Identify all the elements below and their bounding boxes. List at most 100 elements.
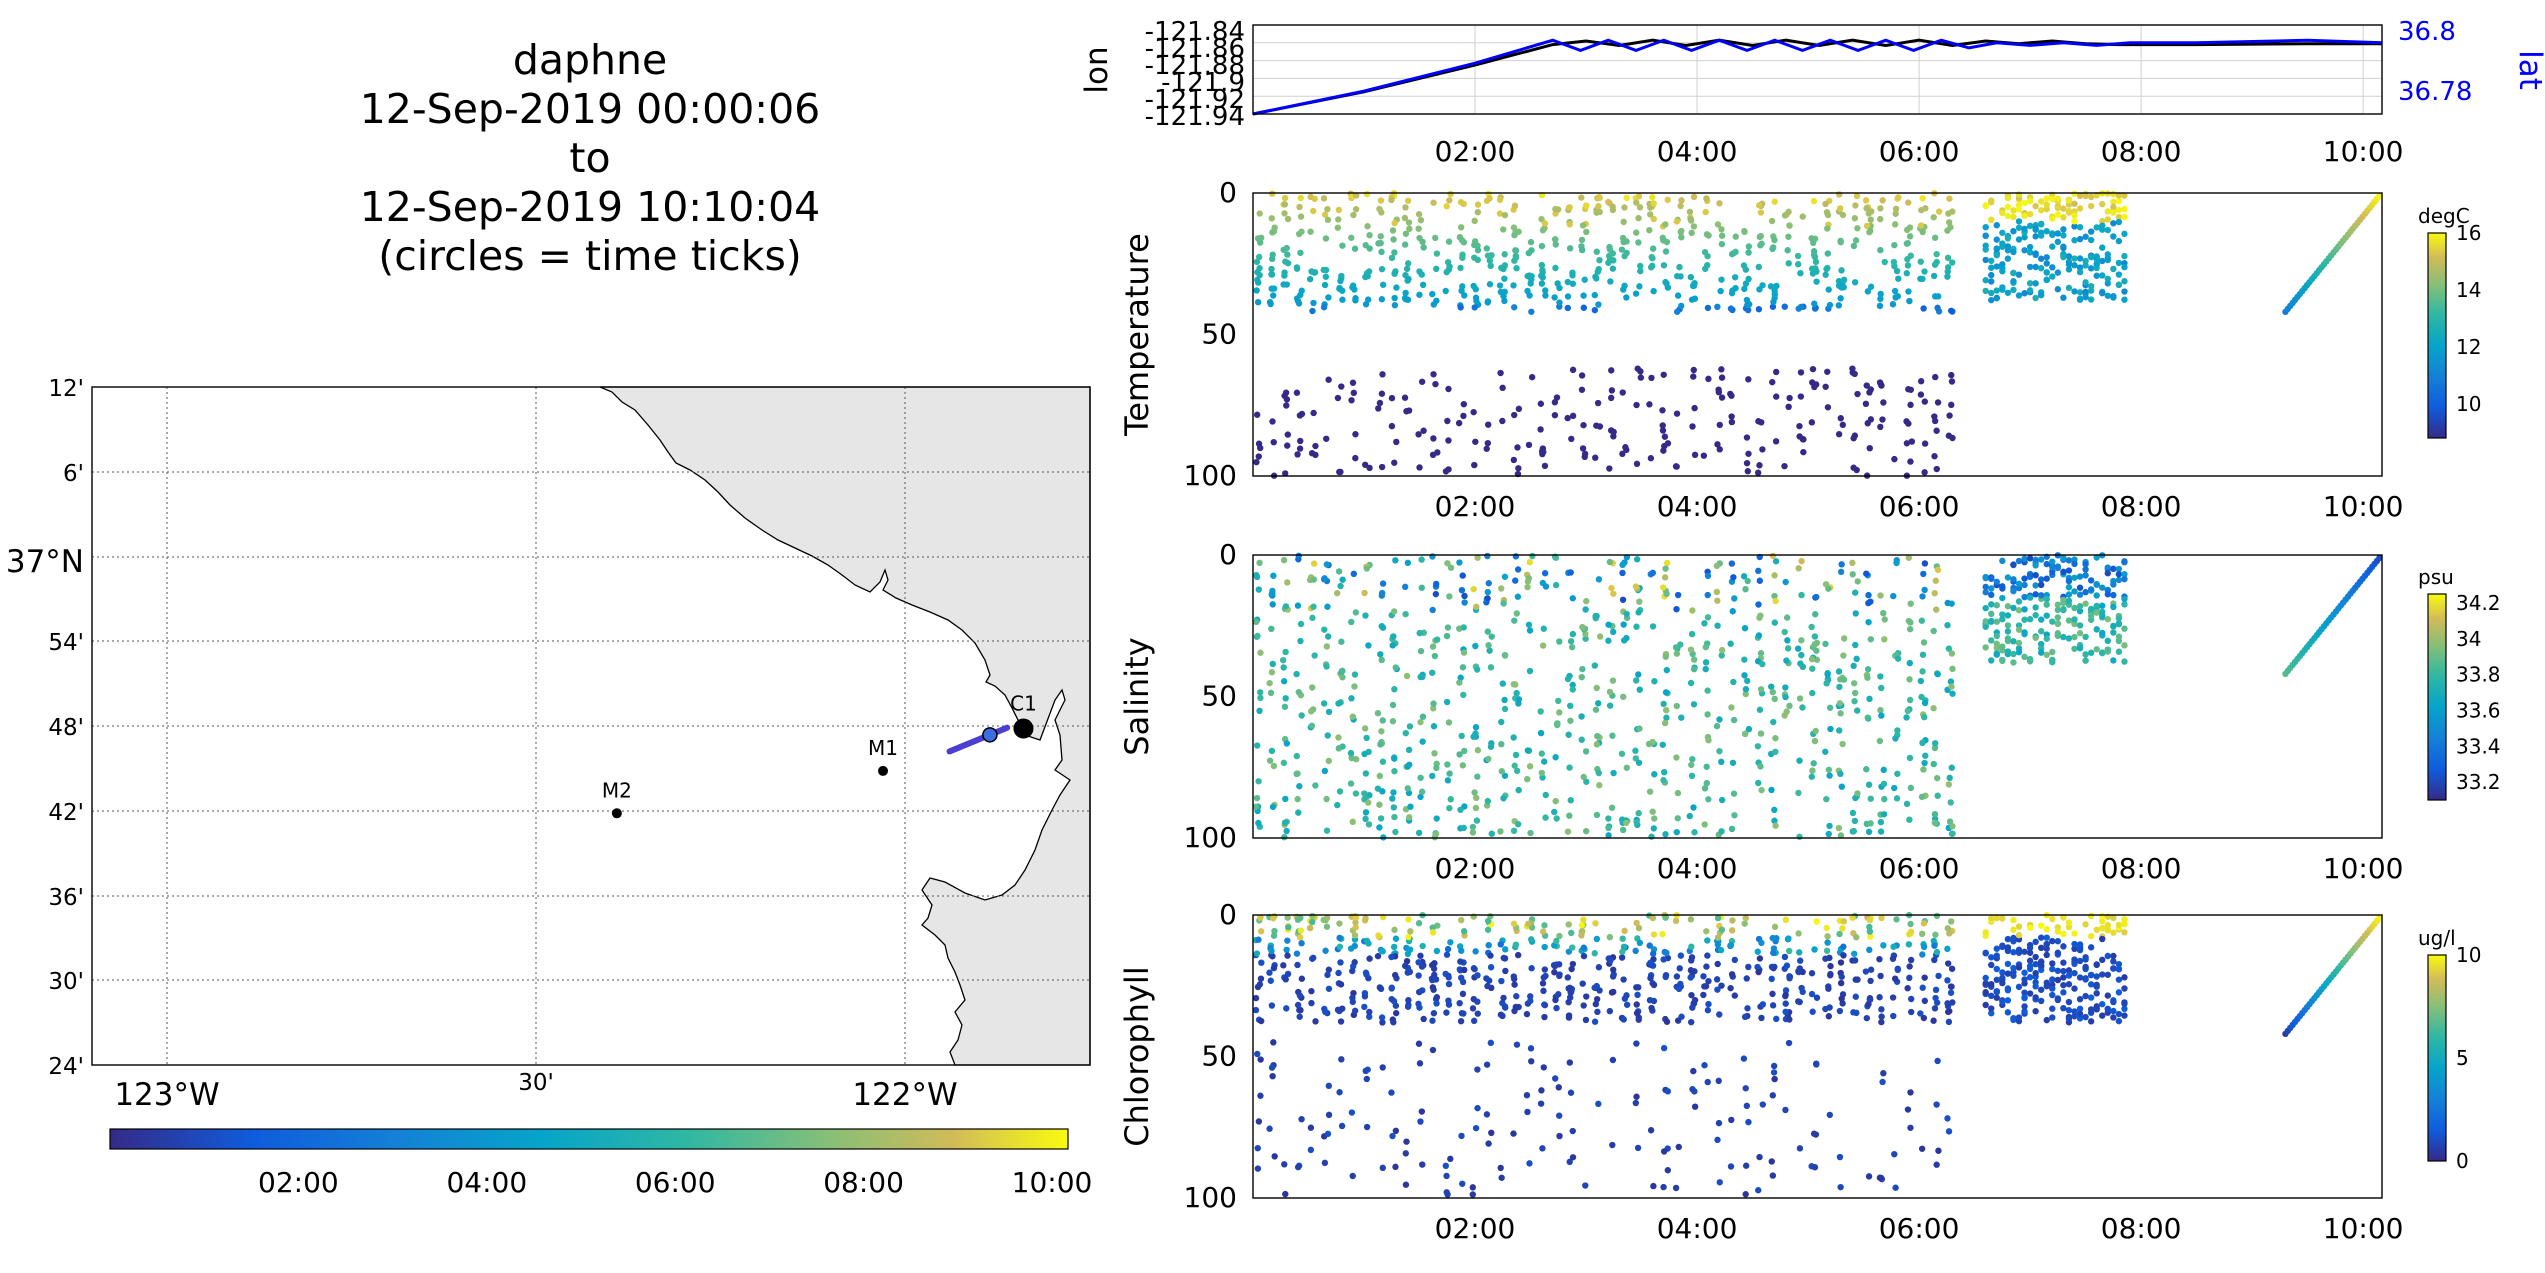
profile-sample-point: [1878, 1006, 1885, 1013]
profile-sample-point: [1565, 731, 1572, 738]
profile-sample-point: [2015, 964, 2023, 971]
profile-sample-point: [1993, 945, 2000, 952]
profile-sample-point: [1904, 707, 1911, 715]
profile-sample-point: [1267, 977, 1274, 984]
profile-sample-point: [2071, 969, 2078, 977]
profile-sample-point: [2065, 207, 2073, 215]
profile-sample-point: [1379, 281, 1387, 288]
profile-sample-point: [1542, 791, 1549, 799]
profile-sample-point: [1431, 971, 1438, 979]
profile-sample-point: [2087, 253, 2095, 261]
profile-sample-point: [2082, 657, 2089, 664]
profile-sample-point: [1324, 633, 1332, 640]
profile-sample-point: [1446, 770, 1453, 777]
profile-sample-point: [1592, 706, 1600, 713]
profile-sample-point: [1580, 292, 1587, 299]
profile-sample-point: [2076, 974, 2084, 981]
profile-sample-point: [1568, 435, 1575, 443]
profile-colorbar-tick: 10: [2456, 943, 2481, 967]
profile-sample-point: [1691, 1103, 1699, 1110]
profile-sample-point: [1447, 796, 1454, 803]
profile-sample-point: [1999, 979, 2006, 987]
profile-sample-point: [1512, 254, 1520, 261]
profile-sample-point: [2071, 237, 2078, 244]
profile-sample-point: [1269, 292, 1277, 299]
profile-sample-point: [1758, 240, 1765, 247]
profile-sample-point: [2021, 290, 2028, 297]
profile-sample-point: [2099, 218, 2106, 225]
profile-sample-point: [1824, 250, 1832, 257]
profile-sample-point: [1782, 684, 1789, 691]
profile-sample-point: [1811, 946, 1818, 953]
profile-sample-point: [1268, 625, 1275, 633]
profile-sample-point: [2099, 956, 2106, 964]
profile-sample-point: [1837, 415, 1844, 422]
profile-sample-point: [1795, 565, 1802, 572]
profile-sample-point: [1376, 772, 1383, 780]
profile-sample-point: [1742, 585, 1749, 593]
profile-sample-point: [1553, 937, 1560, 945]
profile-sample-point: [2049, 564, 2056, 571]
profile-sample-point: [1647, 974, 1654, 982]
profile-sample-point: [2093, 272, 2100, 279]
profile-sample-point: [2087, 265, 2095, 272]
profile-sample-point: [2087, 193, 2095, 201]
profile-sample-point: [1851, 370, 1858, 378]
profile-sample-point: [1389, 718, 1397, 725]
profile-sample-point: [1635, 239, 1642, 246]
profile-sample-point: [2087, 586, 2095, 593]
profile-sample-point: [1727, 1163, 1735, 1170]
profile-sample-point: [2093, 255, 2100, 262]
profile-sample-point: [1931, 234, 1939, 241]
profile-sample-point: [1660, 262, 1668, 269]
profile-sample-point: [1484, 588, 1492, 596]
profile-sample-point: [1578, 386, 1586, 393]
profile-x-tick: 04:00: [1657, 852, 1738, 885]
profile-y-tick: 100: [1184, 821, 1237, 854]
profile-sample-point: [1851, 279, 1859, 286]
profile-sample-point: [1583, 993, 1590, 1000]
profile-sample-point: [1811, 305, 1819, 312]
profile-sample-point: [1609, 677, 1617, 684]
profile-sample-point: [2104, 280, 2111, 287]
profile-sample-point: [1730, 574, 1737, 581]
profile-sample-point: [1647, 1127, 1655, 1134]
profile-sample-point: [1320, 916, 1327, 924]
profile-sample-point: [1501, 705, 1509, 713]
profile-sample-point: [2026, 287, 2034, 294]
profile-sample-point: [1906, 974, 1913, 982]
time-colorbar-tick: 08:00: [823, 1166, 904, 1199]
profile-sample-point: [2021, 630, 2028, 638]
profile-colorbar-tick: 33.6: [2456, 698, 2501, 722]
profile-sample-point: [2082, 651, 2089, 658]
profile-sample-point: [1538, 1087, 1545, 1094]
profile-sample-point: [1705, 1000, 1712, 1008]
profile-sample-point: [1837, 770, 1844, 778]
profile-sample-point: [1917, 677, 1925, 685]
title-note: (circles = time ticks): [378, 232, 802, 280]
profile-sample-point: [1824, 939, 1831, 946]
profile-sample-point: [1704, 733, 1712, 741]
profile-sample-point: [2065, 919, 2073, 926]
profile-sample-point: [1690, 366, 1697, 374]
profile-sample-point: [1933, 912, 1941, 920]
profile-sample-point: [2010, 964, 2017, 972]
profile-sample-point: [1688, 229, 1695, 237]
profile-sample-point: [1623, 294, 1630, 301]
profile-sample-point: [2104, 251, 2111, 258]
profile-sample-point: [1982, 256, 1989, 264]
profile-sample-point: [1255, 586, 1262, 593]
profile-sample-point: [1418, 584, 1425, 591]
profile-sample-point: [1279, 656, 1287, 664]
profile-sample-point: [1269, 660, 1276, 668]
profile-sample-point: [1731, 595, 1738, 602]
profile-sample-point: [1632, 583, 1640, 590]
profile-sample-point: [1675, 985, 1683, 993]
profile-sample-point: [1705, 375, 1712, 383]
profile-sample-point: [1352, 609, 1360, 616]
profile-sample-point: [2010, 286, 2017, 294]
profile-sample-point: [1361, 725, 1369, 732]
profile-sample-point: [2065, 253, 2073, 260]
profile-sample-point: [1982, 242, 1989, 249]
profile-sample-point: [1677, 273, 1684, 280]
